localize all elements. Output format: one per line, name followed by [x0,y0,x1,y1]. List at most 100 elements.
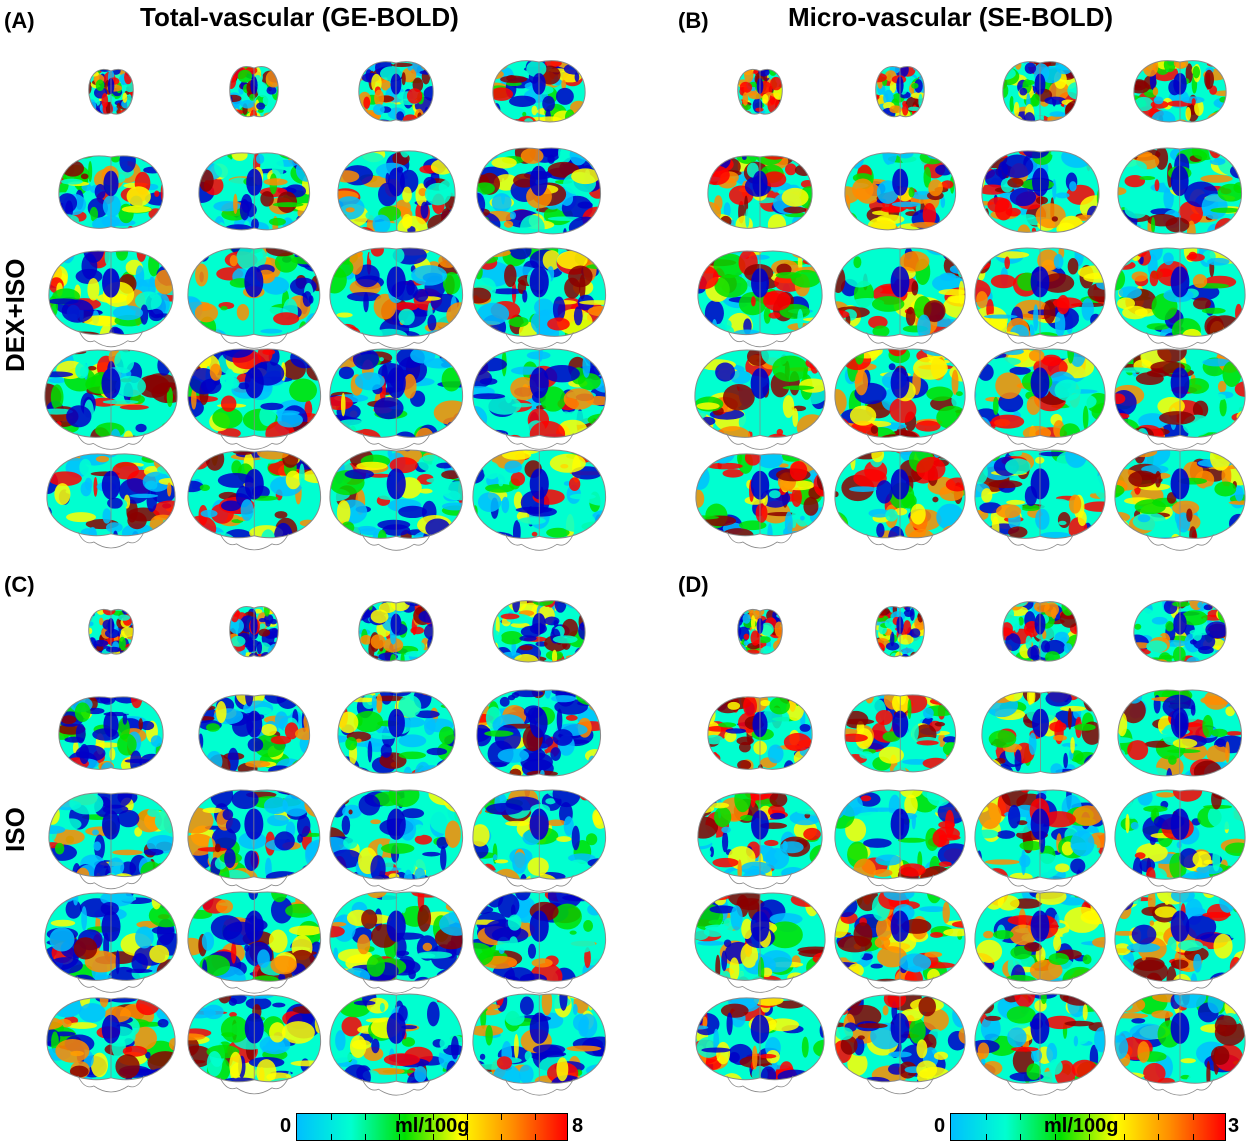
slice-patch [567,859,588,872]
slice-patch [256,450,290,460]
slice-patch [150,735,163,747]
slice-patch [268,1022,286,1043]
slice-patch [519,645,533,651]
brain-slice [197,152,310,231]
slice-patch [510,622,530,628]
slice-patch [106,646,122,653]
slice-patch [738,110,753,114]
slice-patch [93,639,109,647]
slice-patch [305,247,317,257]
slice-patch [269,955,297,975]
slice-patch [118,636,127,651]
slice-patch [263,606,270,617]
slice-patch [707,734,724,745]
slice-patch [226,152,233,160]
slice-patch [492,644,497,655]
slice-patch [1145,657,1166,663]
slice-patch [1016,224,1031,233]
slice-patch [707,216,715,223]
slice-patch [140,303,149,325]
slice-patch [573,306,583,326]
slice-patch [834,491,839,497]
slice-patch [484,483,514,493]
slice-patch [889,104,902,113]
slice-patch [47,1016,64,1030]
slice-patch [695,532,716,536]
slice-patch [367,741,372,763]
slice-patch [363,96,371,109]
slice-patch [1051,178,1056,200]
slice-patch [112,461,140,479]
slice-patch [910,719,919,741]
slice-patch [976,291,988,309]
slice-patch [210,790,233,808]
slice-patch [844,718,874,725]
slice-patch [762,155,787,160]
slice-patch [781,187,809,207]
slice-patch [1186,508,1193,522]
slice-patch [333,1081,340,1084]
slice-patch [1002,652,1012,662]
slice-patch [426,747,447,756]
slice-patch [503,220,514,229]
slice-patch [509,247,532,260]
slice-patch [45,370,74,377]
slice-patch [1133,60,1156,63]
slice-patch [992,449,999,456]
slice-patch [102,507,112,524]
slice-patch [49,864,62,877]
slice-patch [1002,621,1013,637]
slice-patch [1074,624,1078,634]
slice-patch [253,608,263,614]
slice-patch [416,951,453,959]
slice-patch [981,226,996,233]
slice-patch [522,117,534,122]
slice-patch [735,155,759,164]
slice-patch [270,735,291,744]
slice-patch [755,107,764,112]
slice-patch [1068,494,1082,514]
slice-patch [1133,110,1140,121]
slice-patch [157,1018,169,1028]
slice-patch [592,809,606,829]
slice-patch [403,373,417,399]
slice-patch [187,480,204,492]
slice-patch [1134,96,1154,111]
slice-patch [229,254,238,267]
slice-patch [935,764,955,771]
slice-patch [255,154,264,165]
slice-patch [593,790,606,813]
slice-patch [353,711,383,733]
slice-patch [760,622,774,636]
atlas-brainstem-outline [77,531,145,548]
slice-patch [983,207,989,229]
slice-patch [898,66,904,67]
slice-patch [69,792,104,815]
slice-patch [797,696,807,705]
slice-patch [401,186,412,203]
slice-patch [132,1026,158,1050]
slice-patch [1202,358,1232,367]
brain-slice [329,789,464,892]
slice-patch [1189,629,1210,636]
slice-patch [584,487,606,506]
slice-patch [1230,252,1246,266]
atlas-brainstem-outline [504,433,574,450]
brain-slice [737,68,783,114]
column-title-total-vascular: Total-vascular (GE-BOLD) [140,2,459,32]
slice-patch [229,111,235,117]
atlas-brainstem-outline [1006,433,1074,450]
slice-patch [1134,623,1142,630]
brain-slice [492,59,586,122]
slice-patch [508,316,529,328]
slice-patch [366,954,386,977]
slice-patch [236,304,250,321]
slice-patch [1217,380,1227,393]
brain-slice [48,792,174,890]
slice-patch [740,654,747,660]
slice-patch [336,312,353,318]
slice-patch [736,736,754,746]
slice-patch [187,1033,205,1041]
slice-patch [743,640,749,646]
slice-patch [558,510,596,533]
